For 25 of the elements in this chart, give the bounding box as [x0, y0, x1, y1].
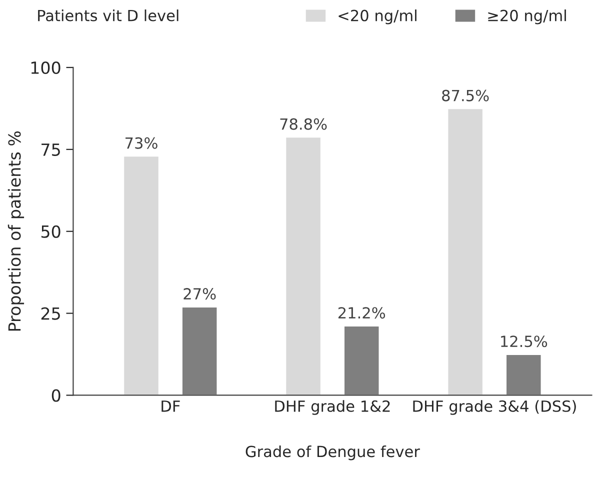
data-label: 87.5%	[442, 90, 489, 102]
data-label: 27%	[184, 288, 216, 300]
data-label: 73%	[126, 137, 158, 149]
y-tick-label: 50	[41, 225, 60, 238]
bar	[505, 354, 542, 396]
y-axis-title: Proportion of patients %	[8, 131, 24, 331]
bar	[284, 136, 322, 396]
legend-label: ≥20 ng/ml	[488, 9, 566, 24]
y-tick-label: 75	[42, 144, 60, 156]
legend-title: Patients vit D level	[38, 9, 178, 22]
y-tick-label: 25	[41, 307, 60, 320]
data-label: 21.2%	[338, 307, 386, 319]
bar	[181, 306, 218, 396]
data-label: 12.5%	[501, 336, 548, 348]
y-tick-label: 0	[52, 389, 60, 402]
x-tick-label: DF	[162, 400, 180, 412]
data-label: 78.8%	[280, 118, 327, 130]
bar	[446, 108, 484, 396]
legend-label: <20 ng/ml	[338, 9, 416, 24]
y-tick-label: 100	[31, 61, 60, 74]
bar	[122, 155, 160, 396]
bar	[343, 325, 380, 396]
x-tick-label: DHF grade 3&4 (DSS)	[413, 400, 576, 415]
x-axis-title: Grade of Dengue fever	[246, 445, 420, 460]
x-tick-label: DHF grade 1&2	[275, 400, 390, 415]
